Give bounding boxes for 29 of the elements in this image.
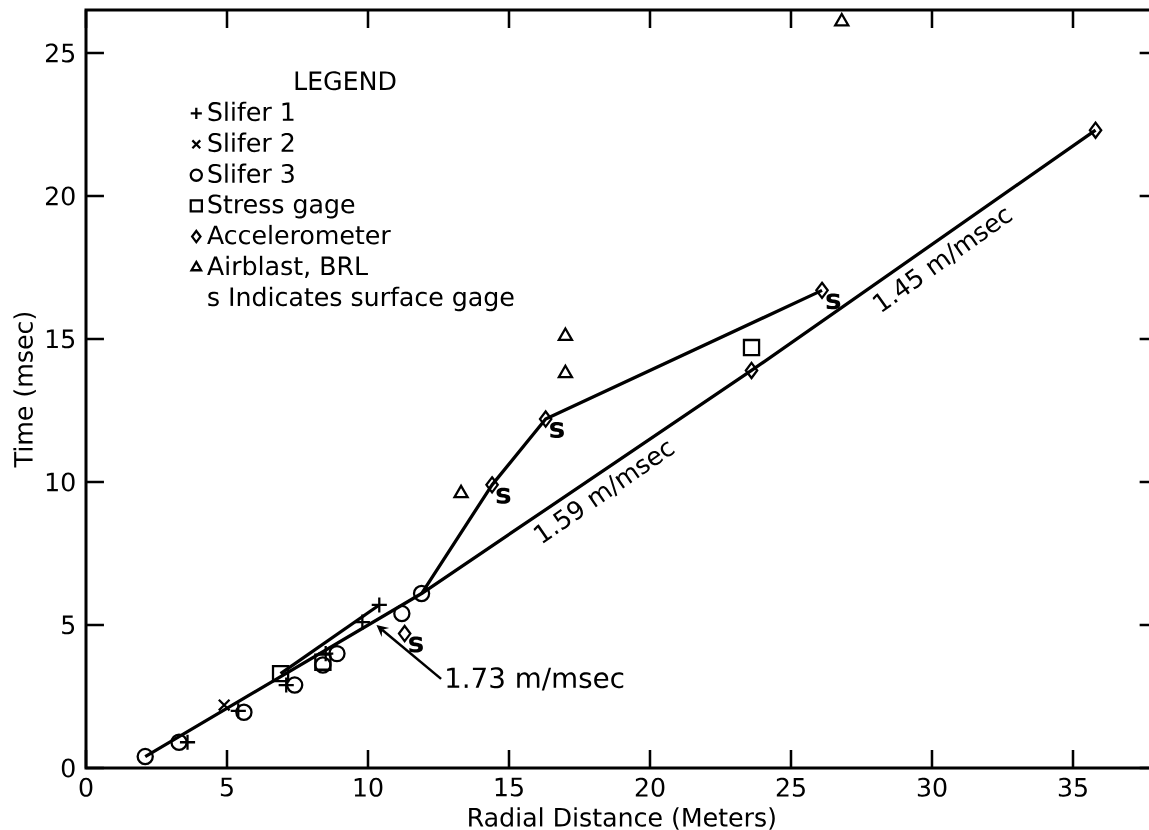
x-tick-label: 25 xyxy=(776,777,805,797)
x-axis-title: Radial Distance (Meters) xyxy=(469,807,775,830)
legend-label: Slifer 2 xyxy=(208,132,294,153)
x-tick-label: 10 xyxy=(354,777,383,797)
legend-title: LEGEND xyxy=(295,71,396,91)
y-tick-label: 20 xyxy=(45,186,75,206)
annotation: s xyxy=(409,636,423,653)
annotation: s xyxy=(550,422,564,439)
y-axis-title: Time (msec) xyxy=(13,312,36,468)
y-tick-label: 15 xyxy=(46,329,75,349)
y-tick-label: 5 xyxy=(62,615,75,635)
annotation: 1.73 m/msec xyxy=(447,667,624,691)
y-tick-label: 0 xyxy=(61,758,75,778)
x-tick-label: 0 xyxy=(79,777,93,797)
x-tick-label: 35 xyxy=(1058,777,1087,797)
annotation: s Indicates surface gage xyxy=(208,286,514,312)
x-tick-label: 5 xyxy=(220,777,233,797)
annotation: s xyxy=(826,293,841,310)
y-tick-label: 25 xyxy=(45,43,75,63)
y-tick-label: 10 xyxy=(46,472,75,492)
legend-label: Slifer 3 xyxy=(208,163,294,184)
legend-label: Airblast, BRL xyxy=(207,255,368,278)
x-tick-label: 20 xyxy=(635,777,665,797)
legend-label: Accelerometer xyxy=(207,224,391,245)
legend-label: Slifer 1 xyxy=(208,101,294,122)
annotation: s xyxy=(496,487,511,504)
x-tick-label: 15 xyxy=(495,777,523,797)
legend-label: Stress gage xyxy=(208,194,355,219)
x-tick-label: 30 xyxy=(917,777,947,797)
